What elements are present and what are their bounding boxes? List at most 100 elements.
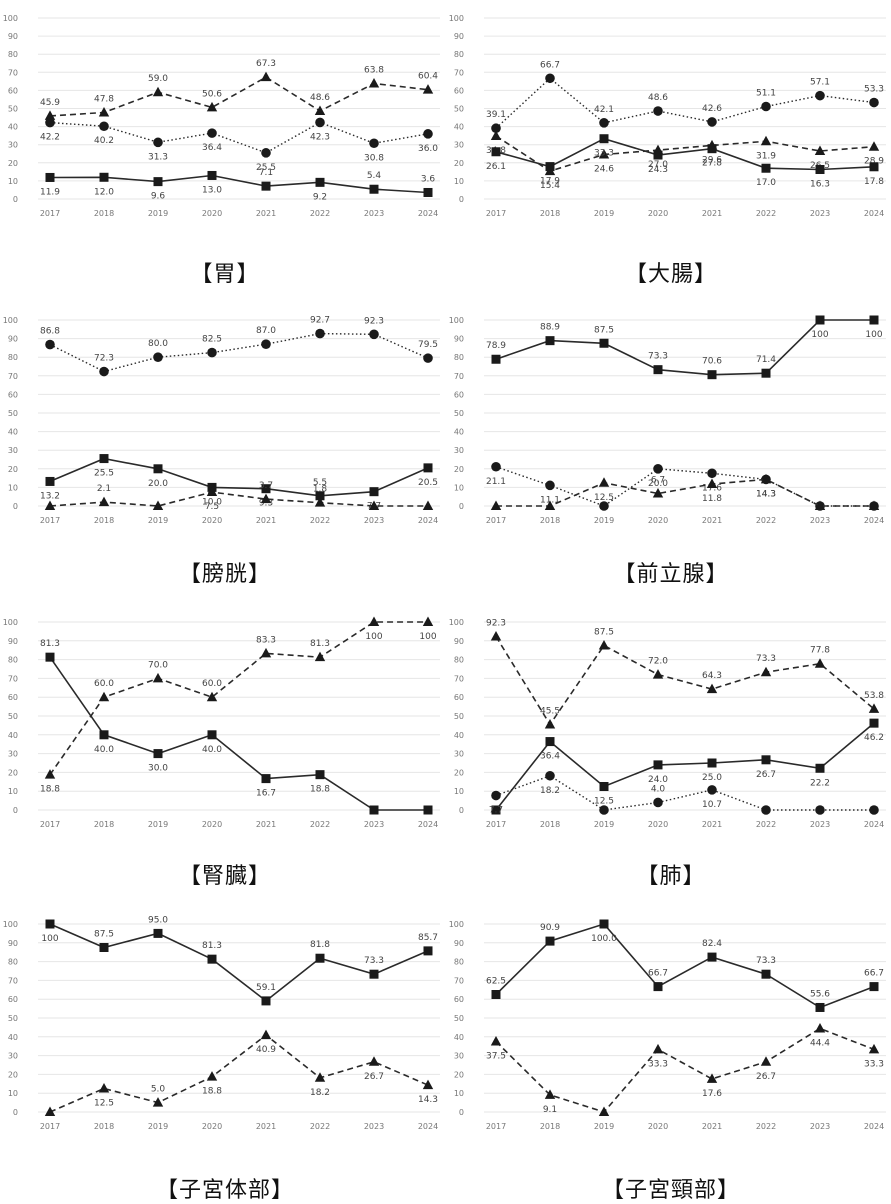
data-label: 16.7 xyxy=(256,789,276,799)
data-point-triangle xyxy=(490,500,502,510)
x-tick-label: 2020 xyxy=(648,516,668,525)
x-tick-label: 2020 xyxy=(202,1122,222,1131)
data-point-square xyxy=(99,943,109,952)
y-tick-label: 80 xyxy=(8,50,18,59)
data-point-triangle xyxy=(490,130,502,141)
y-tick-label: 70 xyxy=(454,68,464,77)
data-label: 39.1 xyxy=(486,110,506,120)
data-label: 72.0 xyxy=(648,657,668,667)
data-point-circle xyxy=(545,770,555,781)
data-label: 10.0 xyxy=(202,497,222,507)
data-label: 12.5 xyxy=(94,1099,114,1109)
data-point-square xyxy=(423,187,433,197)
line-chart-3: 0 10 20 30 40 50 60 70 80 90 100 2017 2018 2019 2020 20… xyxy=(3,316,440,525)
data-label: 11.1 xyxy=(540,495,560,505)
data-point-circle xyxy=(99,121,109,132)
series-line-triangle xyxy=(496,478,874,507)
data-label: 70.6 xyxy=(702,357,722,367)
data-point-triangle xyxy=(814,1023,826,1033)
data-point-square xyxy=(761,755,771,765)
data-point-square xyxy=(491,354,501,364)
x-tick-label: 2024 xyxy=(418,1122,438,1131)
x-tick-label: 2022 xyxy=(310,209,330,218)
data-point-square xyxy=(45,652,55,662)
data-label: 60.0 xyxy=(202,679,222,689)
y-tick-label: 100 xyxy=(3,920,18,929)
data-label: 18.8 xyxy=(202,1087,222,1097)
x-tick-label: 2019 xyxy=(594,820,614,829)
data-point-triangle xyxy=(206,1071,218,1081)
y-tick-label: 20 xyxy=(454,768,464,777)
data-point-square xyxy=(423,463,433,473)
data-label: 79.5 xyxy=(418,340,438,350)
data-label: 40.0 xyxy=(202,745,222,755)
y-tick-label: 90 xyxy=(454,939,464,948)
data-point-triangle xyxy=(814,145,826,156)
y-tick-label: 60 xyxy=(454,390,464,399)
data-point-triangle xyxy=(598,477,610,487)
series-line-square xyxy=(49,656,428,811)
data-point-square xyxy=(369,487,379,497)
chart-panel-1: 0 10 20 30 40 50 60 70 80 90 100 2017 2018 2019 2020 20… xyxy=(0,0,445,287)
y-tick-label: 20 xyxy=(8,159,18,168)
y-tick-label: 20 xyxy=(8,1070,18,1079)
data-label: 42.3 xyxy=(310,132,330,142)
x-tick-label: 2023 xyxy=(810,820,830,829)
y-tick-label: 40 xyxy=(454,428,464,437)
data-label: 28.9 xyxy=(864,157,884,167)
chart-panel-2: 0 10 20 30 40 50 60 70 80 90 100 2017 2018 2019 2020 20… xyxy=(446,0,891,287)
data-label: 25.0 xyxy=(702,773,722,783)
x-tick-label: 2017 xyxy=(40,516,60,525)
data-label: 57.1 xyxy=(810,78,830,88)
data-point-square xyxy=(153,464,163,474)
x-tick-label: 2021 xyxy=(702,820,722,829)
data-label: 9.3 xyxy=(259,499,273,509)
data-label: 17.6 xyxy=(702,1089,722,1099)
data-point-square xyxy=(815,164,825,174)
y-tick-label: 30 xyxy=(8,141,18,150)
data-point-square xyxy=(599,134,609,144)
data-label: 27.0 xyxy=(648,160,668,170)
x-tick-label: 2018 xyxy=(540,209,560,218)
data-point-triangle xyxy=(368,1056,380,1066)
series-line-square xyxy=(495,722,875,811)
y-tick-label: 40 xyxy=(454,731,464,740)
data-point-circle xyxy=(207,128,217,138)
y-tick-label: 0 xyxy=(459,806,464,815)
data-label: 13.0 xyxy=(202,185,222,195)
data-point-circle xyxy=(599,501,609,511)
chart-title: 【大腸】 xyxy=(624,262,717,287)
data-label: 81.3 xyxy=(202,941,222,951)
y-tick-label: 30 xyxy=(8,446,18,455)
series-line-square xyxy=(495,923,875,1009)
data-point-triangle xyxy=(544,1089,556,1099)
data-label: 86.8 xyxy=(40,327,60,337)
y-tick-label: 70 xyxy=(8,372,18,381)
y-tick-label: 40 xyxy=(8,731,18,740)
series-line-square xyxy=(495,319,874,376)
y-tick-label: 60 xyxy=(8,390,18,399)
y-tick-label: 60 xyxy=(8,693,18,702)
x-tick-label: 2022 xyxy=(756,209,776,218)
x-tick-label: 2018 xyxy=(94,209,114,218)
y-tick-label: 40 xyxy=(8,428,18,437)
y-tick-label: 0 xyxy=(459,195,464,204)
data-label: 9.6 xyxy=(151,192,166,202)
x-tick-label: 2017 xyxy=(40,209,60,218)
data-label: 24.0 xyxy=(648,775,668,785)
y-tick-label: 0 xyxy=(13,1108,18,1117)
x-tick-label: 2018 xyxy=(540,516,560,525)
y-tick-label: 10 xyxy=(8,1089,18,1098)
data-point-circle xyxy=(653,106,663,116)
data-label: 17.9 xyxy=(540,177,560,187)
data-point-square xyxy=(315,953,325,963)
series-line-circle xyxy=(495,77,875,129)
y-tick-label: 100 xyxy=(449,618,464,627)
line-chart-7: 0 10 20 30 40 50 60 70 80 90 100 2017 2018 2019 2020 20… xyxy=(3,915,440,1131)
data-point-circle xyxy=(761,101,771,112)
data-point-triangle xyxy=(152,1097,164,1107)
data-label: 9.1 xyxy=(543,1105,557,1115)
y-tick-label: 100 xyxy=(449,14,464,23)
y-tick-label: 50 xyxy=(8,105,18,114)
data-label: 53.3 xyxy=(864,85,884,95)
